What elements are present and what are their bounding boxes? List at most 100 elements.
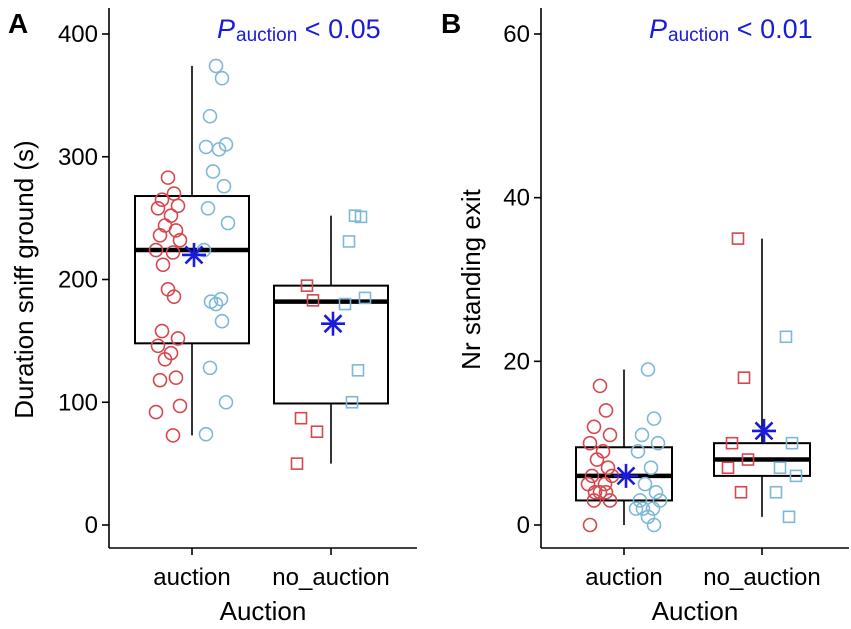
data-point [166,186,182,201]
y-tick-label: 300 [58,144,98,171]
data-point [157,351,173,367]
data-point [218,394,234,410]
p-subscript: auction [236,25,297,46]
boxplot-no_auction [713,238,811,517]
mean-star-stroke [754,421,774,441]
data-point [211,142,227,157]
mean-marker-auction [182,242,206,267]
data-point [152,372,168,388]
y-tick-label: 0 [517,512,530,539]
points-auction-no_auction [196,58,236,442]
data-point [310,425,324,439]
data-point [737,371,751,385]
data-point [586,493,602,508]
data-point [769,485,783,499]
y-tick-label: 20 [503,348,530,375]
data-point [731,232,745,245]
data-point [725,436,739,450]
data-point [634,427,650,443]
data-point [354,210,368,224]
box-iqr [134,195,250,345]
data-point [358,291,372,305]
data-point [779,330,793,344]
data-point [584,468,600,484]
data-point [170,331,186,346]
data-point [643,460,659,476]
data-point [602,427,618,443]
data-point [582,517,598,533]
data-point [163,208,179,223]
mean-star-stroke [616,466,636,486]
data-point [589,452,605,467]
data-point [148,242,164,258]
x-tick-label: no_auction [272,564,389,591]
mean-marker-auction [614,463,638,488]
data-point [600,460,616,476]
x-axis-title: Auction [220,596,307,626]
data-point [785,436,799,450]
data-point [202,360,218,376]
data-point [598,484,614,500]
data-point [220,215,236,231]
x-tick-label: auction [585,564,662,591]
data-point [646,517,662,533]
p-value-annotation: Pauction < 0.01 [649,14,813,46]
data-point [166,289,182,304]
data-point [338,297,352,311]
data-point [154,192,170,208]
data-point [645,501,661,516]
data-point [640,362,656,377]
data-point [214,70,230,86]
data-point [592,378,608,394]
data-point [150,338,166,354]
data-point [628,501,644,516]
data-point [300,279,314,292]
mean-star-stroke [184,245,204,265]
data-point [208,58,224,74]
data-point [155,257,171,273]
data-point [586,419,602,435]
data-point [734,485,748,499]
data-point [789,469,803,483]
data-point [602,493,618,508]
y-tick-label: 100 [58,389,98,416]
data-point [165,428,181,443]
data-point [597,476,613,492]
data-point [198,426,214,442]
p-subscript: auction [668,25,729,46]
panel-label: B [441,8,461,39]
p-symbol: P [217,14,235,44]
data-point [216,178,232,194]
y-axis-title: Nr standing exit [456,188,486,369]
data-point [202,108,218,124]
data-point [598,403,614,418]
data-point [172,232,188,248]
box-iqr [273,284,389,405]
data-point [345,395,359,409]
points-auction-no_auction [628,362,668,533]
mean-marker-no_auction [321,311,345,336]
data-point [741,453,755,466]
y-tick-label: 60 [503,21,530,48]
points-no_auction-no_auction [338,209,372,409]
data-point [630,444,646,459]
points-no_auction-auction [721,232,755,499]
panel-label: A [8,8,28,39]
p-threshold: < 0.01 [729,14,812,44]
data-point [168,223,184,238]
mean-star-stroke [323,314,343,334]
data-point [165,245,181,260]
data-point [205,164,221,179]
data-point [290,457,304,470]
data-point [198,139,214,155]
data-point [646,411,662,426]
data-point [637,476,653,492]
y-tick-label: 400 [58,21,98,48]
x-axis-title: Auction [652,596,739,626]
data-point [148,404,164,420]
points-auction-auction [148,170,188,443]
x-tick-label: auction [153,564,230,591]
data-point [635,501,651,516]
data-point [632,493,648,508]
